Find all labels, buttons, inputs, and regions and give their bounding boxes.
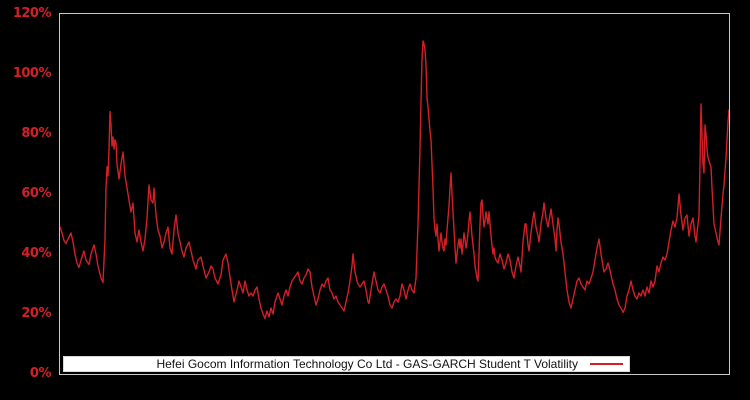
- plot-area: Hefei Gocom Information Technology Co Lt…: [59, 13, 730, 375]
- volatility-line-series: [60, 40, 729, 320]
- legend-label: Hefei Gocom Information Technology Co Lt…: [156, 357, 578, 371]
- y-tick-label: 0%: [29, 366, 52, 381]
- y-axis: 0% 20% 40% 60% 80% 100% 120%: [0, 0, 52, 400]
- y-tick-label: 60%: [21, 186, 51, 201]
- y-tick-label: 120%: [12, 6, 52, 21]
- y-tick-label: 100%: [12, 66, 52, 81]
- y-tick-label: 20%: [21, 306, 51, 321]
- legend-line-sample-icon: [590, 363, 623, 365]
- y-tick-label: 80%: [21, 126, 51, 141]
- legend-box: Hefei Gocom Information Technology Co Lt…: [63, 356, 630, 372]
- y-tick-label: 40%: [21, 246, 51, 261]
